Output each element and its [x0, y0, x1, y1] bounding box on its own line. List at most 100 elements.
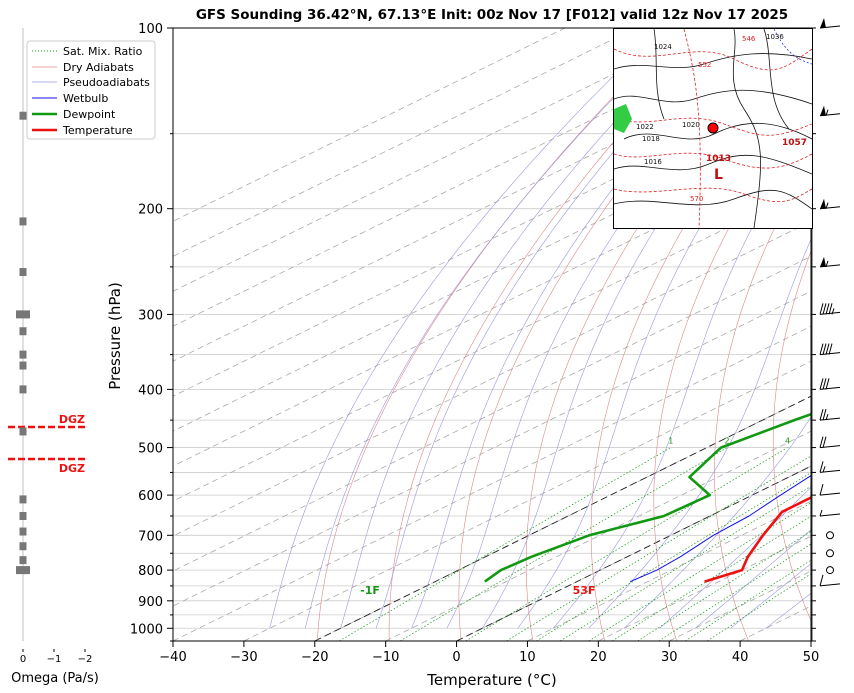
y-tick-label: 1000 — [130, 622, 163, 637]
wind-barb — [826, 566, 834, 575]
isotherm — [527, 500, 811, 641]
mixing-ratio-line — [465, 447, 788, 641]
inset-low-label: L — [714, 167, 723, 183]
y-tick-label: 500 — [138, 442, 163, 457]
y-axis-label: Pressure (hPa) — [106, 282, 124, 390]
x-tick-label: −40 — [159, 650, 186, 665]
pseudoadiabat — [375, 28, 728, 629]
pseudoadiabat — [552, 128, 811, 629]
isotherm — [173, 290, 811, 607]
mixing-ratio-label: 1 — [668, 437, 673, 446]
x-tick-label: −10 — [372, 650, 399, 665]
pseudoadiabat — [304, 28, 684, 629]
isotherm — [173, 185, 811, 502]
isotherm — [173, 150, 811, 467]
y-tick-label: 700 — [138, 529, 163, 544]
pseudoadiabat — [730, 563, 811, 629]
mixing-ratio-line — [658, 543, 811, 641]
dry-adiabat — [653, 96, 811, 641]
inset-label-1016: 1016 — [644, 158, 662, 166]
wind-barb — [819, 408, 841, 421]
thickness-lines — [614, 29, 812, 228]
isobars — [614, 29, 812, 228]
isotherm — [173, 28, 637, 257]
legend: Sat. Mix. Ratio Dry Adiabats Pseudoadiab… — [26, 40, 156, 140]
dry-adiabat — [317, 28, 682, 641]
mixing-ratio-line — [339, 447, 671, 641]
dgz-label-bottom: DGZ — [59, 462, 85, 475]
mixing-ratio-line — [400, 447, 728, 641]
omega-bar — [19, 111, 27, 120]
plot-frame — [172, 27, 812, 642]
inset-label-1013: 1013 — [706, 154, 731, 164]
y-tick-label: 100 — [138, 22, 163, 37]
inset-label-1018: 1018 — [642, 135, 660, 143]
wind-barb — [819, 461, 841, 473]
dry-adiabat — [772, 250, 811, 622]
pseudoadiabat — [517, 66, 811, 629]
surface-temp-label: 53F — [573, 584, 596, 597]
omega-bar — [19, 327, 27, 336]
legend-wetbulb: Wetbulb — [63, 92, 108, 105]
mixing-ratio-line — [707, 573, 811, 641]
x-tick-label: 10 — [519, 650, 536, 665]
dry-adiabat — [714, 158, 811, 641]
dry-adiabat — [830, 28, 854, 641]
mixing-ratio-label: 8 — [850, 437, 854, 446]
inset-green-region — [614, 104, 632, 133]
profiles — [484, 412, 811, 583]
isotherm — [173, 325, 811, 641]
dry-adiabat — [525, 28, 792, 641]
omega-bar — [19, 511, 27, 520]
omega-bar — [19, 385, 27, 394]
wind-barb — [819, 574, 841, 587]
inset-blue-lines — [773, 29, 812, 65]
legend-dry-adiabats: Dry Adiabats — [63, 61, 134, 74]
inset-map: 1024 1020 1016 1013 1022 1018 1036 1057 … — [613, 28, 813, 229]
dry-adiabat — [388, 28, 718, 641]
inset-label-1020: 1020 — [682, 121, 700, 129]
legend-temperature: Temperature — [62, 124, 133, 137]
omega-bar — [19, 556, 27, 565]
x-tick-label: 50 — [803, 650, 820, 665]
omega-tick-0: 0 — [20, 654, 26, 665]
mixing-ratio-line — [685, 559, 811, 641]
series-wetbulb — [630, 475, 811, 583]
mixing-ratio-line — [536, 472, 811, 641]
x-axis-label: Temperature (°C) — [426, 671, 556, 689]
wind-barb — [819, 509, 841, 517]
pseudoadiabat — [482, 28, 809, 629]
series-dewpoint — [484, 412, 811, 583]
pseudoadiabat — [340, 28, 705, 629]
inset-label-552: 552 — [698, 61, 711, 69]
wind-barb — [819, 483, 841, 496]
wind-barb — [819, 303, 841, 315]
x-tick-label: 0 — [452, 650, 460, 665]
pseudoadiabat — [588, 238, 811, 629]
x-tick-label: −20 — [301, 650, 328, 665]
wind-barb — [819, 18, 841, 29]
y-tick-label: 200 — [138, 203, 163, 218]
mixing-ratio-label: 2 — [725, 437, 730, 446]
pseudoadiabat — [411, 28, 752, 629]
mixing-ratio-line — [506, 455, 811, 641]
omega-bar — [16, 310, 30, 319]
isotherm — [173, 255, 811, 572]
legend-pseudoadiabats: Pseudoadiabats — [63, 76, 150, 89]
y-tick-label: 600 — [138, 489, 163, 504]
isotherm — [598, 535, 811, 641]
omega-axis-label: Omega (Pa/s) — [11, 671, 99, 686]
x-axis: −40 −30 −20 −10 0 10 20 30 40 50 — [159, 641, 819, 665]
y-tick-label: 900 — [138, 595, 163, 610]
wind-barb — [819, 378, 841, 390]
x-tick-label: 20 — [590, 650, 607, 665]
wind-barbs — [811, 18, 841, 641]
mixing-ratio-line — [588, 502, 811, 641]
wind-barb — [819, 436, 841, 449]
isotherm — [173, 28, 707, 292]
legend-dewpoint: Dewpoint — [63, 108, 116, 121]
inset-label-1022: 1022 — [636, 123, 654, 131]
mixing-ratio-label: 4 — [785, 437, 790, 446]
pseudoadiabat — [446, 28, 779, 629]
chart-title: GFS Sounding 36.42°N, 67.13°E Init: 00z … — [196, 7, 788, 23]
